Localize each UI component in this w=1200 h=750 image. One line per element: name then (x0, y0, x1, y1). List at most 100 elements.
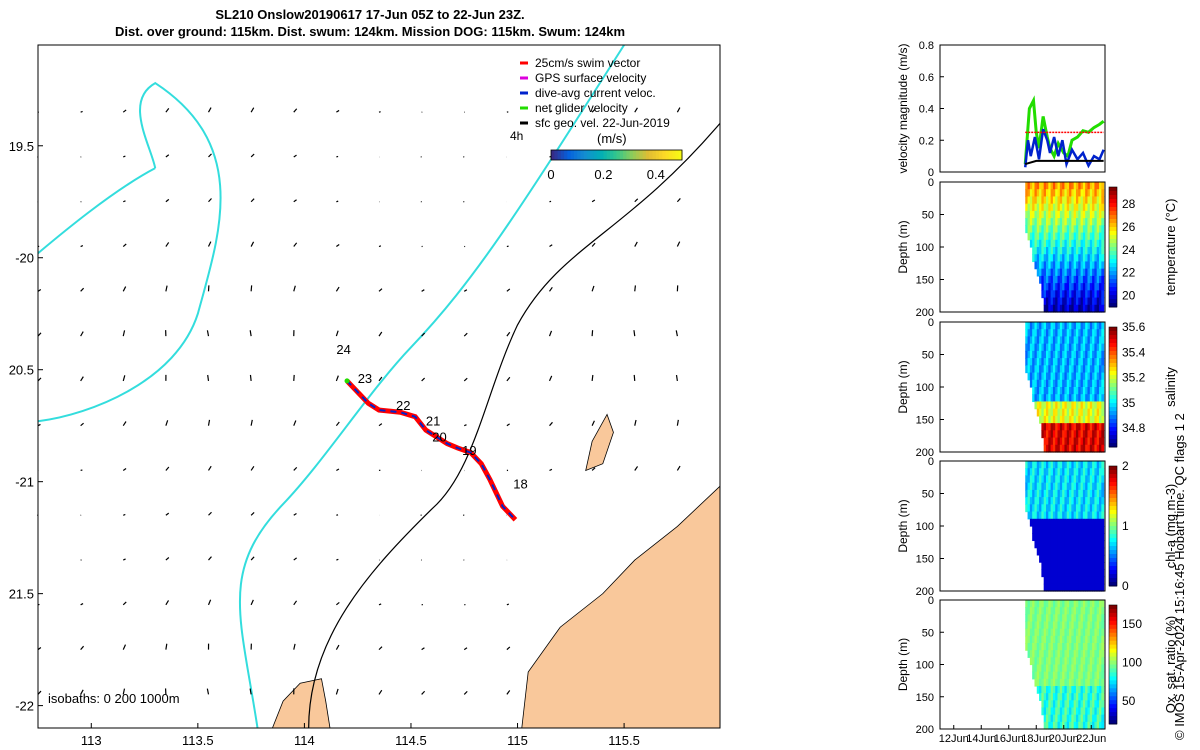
section-cell (1069, 408, 1072, 417)
section-cell (1043, 533, 1047, 542)
section-cell (1078, 475, 1082, 484)
sfc-vector (335, 601, 340, 606)
section-cell (1101, 482, 1105, 491)
section-cell (1071, 322, 1075, 330)
section-cell (1055, 247, 1059, 255)
section-cell (1071, 635, 1075, 644)
section-cell (1052, 607, 1056, 615)
section-cell (1082, 430, 1086, 439)
section-cell (1096, 614, 1100, 623)
section-cell (1096, 261, 1100, 270)
section-colorbar-cell (1109, 247, 1117, 252)
section-cell (1029, 607, 1033, 615)
section-cell (1066, 437, 1070, 446)
section-cell (1082, 511, 1086, 520)
section-cell (1078, 444, 1082, 453)
section-cell (1085, 511, 1089, 520)
section-cell (1089, 304, 1093, 313)
section-cell (1032, 218, 1036, 226)
sfc-vector (208, 153, 212, 158)
time-tick-label: 18Jun (1021, 733, 1051, 745)
section-cell (1062, 614, 1066, 623)
section-cell (1073, 401, 1077, 410)
section-cell (1073, 189, 1077, 198)
section-cell (1080, 700, 1084, 709)
section-cell (1101, 489, 1105, 498)
section-cell (1052, 700, 1056, 709)
section-cell (1032, 247, 1036, 255)
sfc-vector (506, 423, 510, 427)
section-cell (1036, 336, 1040, 345)
section-cell (1050, 387, 1054, 395)
section-cell (1029, 329, 1033, 338)
section-y-tick-label: 0 (928, 456, 934, 468)
sfc-vector (676, 419, 679, 426)
section-cell (1071, 290, 1075, 299)
section-cell (1094, 628, 1098, 637)
section-cell (1080, 322, 1084, 330)
section-cell (1041, 614, 1045, 623)
section-cell (1080, 358, 1084, 366)
section-cell (1096, 196, 1100, 205)
section-cell (1094, 336, 1098, 345)
section-cell (1057, 607, 1061, 615)
section-cell (1064, 657, 1068, 666)
section-cell (1048, 261, 1052, 270)
section-cell (1036, 482, 1040, 491)
section-cell (1032, 526, 1036, 534)
sfc-vector (250, 511, 255, 516)
section-cell (1027, 203, 1031, 212)
section-cell (1036, 372, 1040, 381)
section-cell (1029, 635, 1033, 644)
section-cell (1048, 232, 1052, 241)
sfc-vector (634, 466, 639, 471)
section-cell (1064, 358, 1068, 366)
section-cell (1055, 693, 1059, 701)
section-cell (1064, 268, 1068, 277)
section-cell (1059, 562, 1063, 570)
section-cell (1062, 707, 1066, 716)
sfc-vector (378, 646, 383, 651)
section-cell (1085, 408, 1089, 417)
section-cell (1094, 196, 1098, 205)
section-cell (1087, 664, 1091, 673)
section-cell (1039, 401, 1042, 410)
section-cell (1059, 329, 1063, 338)
section-colorbar-cell (1109, 231, 1117, 236)
section-cell (1062, 304, 1066, 313)
section-cell (1080, 554, 1084, 563)
section-cell (1066, 394, 1070, 403)
section-cell (1094, 562, 1098, 570)
section-cell (1089, 254, 1093, 263)
isobaths-label: isobaths: 0 200 1000m (48, 691, 180, 706)
map-x-tick-label: 115.5 (608, 733, 640, 748)
section-cell (1043, 721, 1047, 730)
section-cell (1075, 189, 1079, 198)
section-cell (1078, 511, 1082, 520)
section-cell (1059, 621, 1063, 630)
section-cell (1082, 576, 1086, 585)
section-cell (1096, 678, 1100, 687)
section-cell (1041, 423, 1045, 431)
section-cell (1082, 408, 1086, 417)
section-cell (1036, 394, 1040, 403)
section-cell (1082, 254, 1086, 263)
section-cell (1062, 583, 1066, 592)
section-cell (1096, 239, 1100, 248)
section-cell (1064, 430, 1068, 439)
section-cell (1087, 437, 1091, 446)
section-cell (1092, 387, 1096, 395)
section-cell (1101, 518, 1105, 527)
section-colorbar-cell (1109, 530, 1117, 535)
section-cell (1027, 343, 1031, 352)
section-cell (1099, 504, 1102, 513)
section-cell (1052, 415, 1056, 424)
section-cell (1062, 290, 1066, 299)
day-label: 20 (432, 429, 446, 444)
section-cell (1075, 671, 1079, 680)
section-cell (1066, 290, 1070, 299)
section-cell (1066, 511, 1070, 520)
section-cell (1050, 210, 1054, 219)
section-cell (1055, 203, 1059, 212)
section-cell (1027, 358, 1031, 366)
